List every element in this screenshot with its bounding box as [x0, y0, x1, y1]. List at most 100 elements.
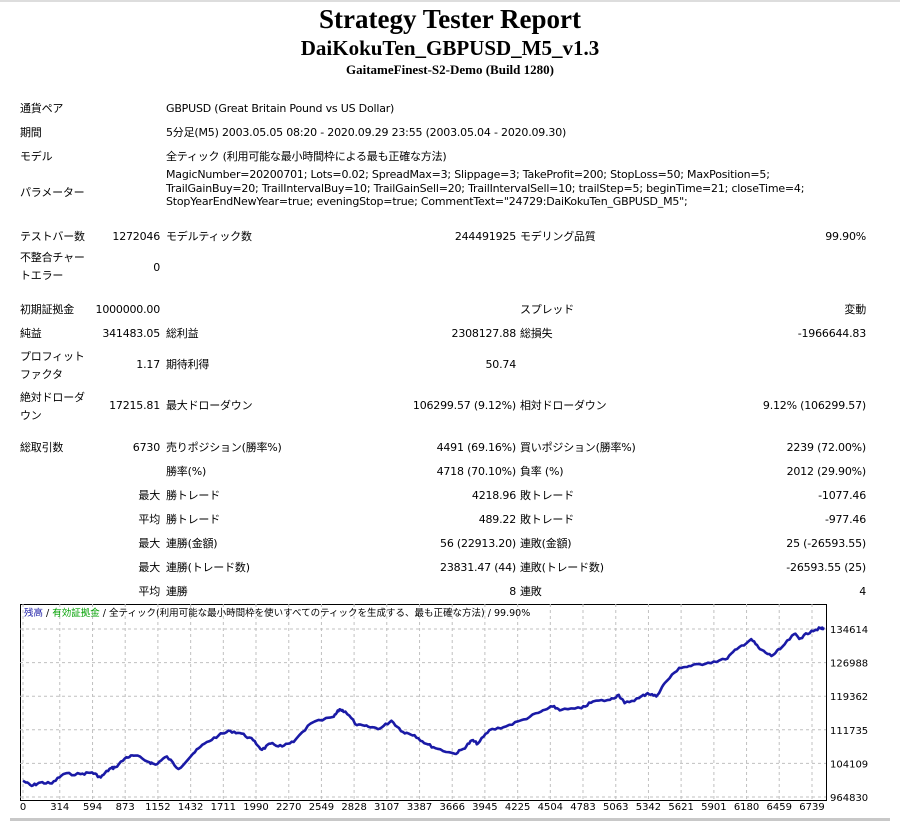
stat-value: -26593.55 (25)	[786, 561, 866, 574]
label-model: モデル	[20, 150, 53, 163]
bottom-scroll-strip	[10, 818, 890, 821]
label-period: 期間	[20, 126, 42, 139]
stat-value: 23831.47 (44)	[440, 561, 516, 574]
value-period: 5分足(M5) 2003.05.05 08:20 - 2020.09.29 23…	[166, 126, 567, 139]
x-tick-label: 2549	[309, 802, 334, 813]
x-tick-label: 6180	[734, 802, 759, 813]
x-tick-label: 3945	[472, 802, 497, 813]
stat-value: -1966644.83	[797, 327, 866, 340]
x-tick-label: 3107	[374, 802, 399, 813]
legend-quality: 99.90%	[494, 608, 530, 619]
stat-value: 8	[509, 585, 516, 598]
stat-value: 106299.57 (9.12%)	[412, 399, 516, 412]
y-tick-label: 1117356	[830, 726, 868, 737]
stat-label: 相対ドローダウン	[520, 399, 607, 412]
stat-label: 売りポジション(勝率%)	[166, 441, 282, 454]
x-tick-label: 3387	[407, 802, 432, 813]
x-tick-label: 4504	[538, 802, 563, 813]
value-currency-pair: GBPUSD (Great Britain Pound vs US Dollar…	[166, 102, 395, 115]
label-parameters: パラメーター	[20, 186, 85, 199]
x-tick-label: 6739	[799, 802, 824, 813]
top-border	[0, 0, 900, 2]
stat-value: 9.12% (106299.57)	[762, 399, 866, 412]
x-tick-label: 4225	[505, 802, 530, 813]
x-tick-label: 3666	[439, 802, 464, 813]
balance-chart: 964830 1041093 1117356 1193620 1269883 134614…	[20, 604, 868, 813]
stat-label: 純益	[20, 327, 42, 340]
stat-label: 期待利得	[166, 358, 210, 371]
stat-label: 勝トレード	[166, 513, 220, 526]
stat-value: 99.90%	[825, 230, 866, 243]
stat-value: 56 (22913.20)	[440, 537, 516, 550]
stat-label: 連敗(トレード数)	[520, 561, 604, 574]
stat-value: 341483.05	[102, 327, 160, 340]
x-tick-label: 1711	[211, 802, 236, 813]
x-tick-label: 1990	[243, 802, 268, 813]
balance-line	[22, 626, 825, 788]
stat-label: 初期証拠金	[20, 303, 74, 316]
stat-label: 連敗	[520, 585, 542, 598]
stat-value: 25 (-26593.55)	[786, 537, 866, 550]
x-tick-label: 594	[83, 802, 102, 813]
stat-value: 244491925	[454, 230, 516, 243]
stat-value: 平均	[138, 585, 160, 598]
stat-value: 17215.81	[109, 399, 160, 412]
stat-value: 2012 (29.90%)	[786, 465, 867, 478]
stat-label: 連勝(トレード数)	[166, 561, 250, 574]
stat-label: 買いポジション(勝率%)	[520, 441, 636, 454]
stat-value: 4718 (70.10%)	[436, 465, 517, 478]
legend-balance: 残高	[24, 607, 43, 619]
plot-frame	[20, 604, 827, 801]
stat-value: 平均	[138, 513, 160, 526]
label-currency-pair: 通貨ペア	[20, 102, 64, 115]
stat-value: 6730	[132, 441, 160, 454]
x-tick-label: 1432	[178, 802, 203, 813]
x-tick-label: 1152	[145, 802, 170, 813]
stat-value: 1272046	[112, 230, 160, 243]
expert-name: DaiKokuTen_GBPUSD_M5_v1.3	[300, 36, 600, 60]
stat-value: -977.46	[824, 513, 866, 526]
x-tick-label: 6459	[766, 802, 791, 813]
legend-equity: 有効証拠金	[52, 607, 100, 619]
x-tick-label: 5621	[668, 802, 693, 813]
stat-value: 4	[859, 585, 866, 598]
stat-value: 最大	[138, 537, 160, 550]
x-tick-label: 5063	[603, 802, 628, 813]
stat-label: プロフィットファクタ	[20, 350, 85, 381]
y-tick-label: 1346146	[830, 625, 868, 636]
chart-legend: 残高 / 有効証拠金 / 全ティック(利用可能な最小時間枠を使いすべてのティック…	[24, 607, 530, 619]
stat-label: 連勝(金額)	[166, 537, 218, 550]
stat-value: 0	[153, 261, 160, 274]
y-tick-label: 1269883	[830, 659, 868, 670]
stat-label: 総損失	[520, 327, 553, 340]
stat-label: 敗トレード	[520, 513, 574, 526]
stat-value: 1000000.00	[95, 303, 161, 316]
legend-model: 全ティック(利用可能な最小時間枠を使いすべてのティックを生成する、最も正確な方法…	[109, 607, 485, 619]
stat-label: 総取引数	[20, 441, 64, 454]
stat-value: 1.17	[136, 358, 160, 371]
stat-value: 489.22	[478, 513, 516, 526]
x-tick-label: 5342	[636, 802, 661, 813]
stat-label: 絶対ドローダウン	[20, 391, 85, 422]
legend-sep: /	[43, 608, 52, 619]
stat-value: 2308127.88	[451, 327, 517, 340]
value-parameters: MagicNumber=20200701; Lots=0.02; SpreadM…	[166, 168, 805, 208]
x-tick-label: 314	[50, 802, 69, 813]
y-tick-label: 964830	[830, 793, 868, 804]
stat-value: 最大	[138, 561, 160, 574]
stat-value: 2239 (72.00%)	[786, 441, 867, 454]
stat-label: 総利益	[166, 327, 199, 340]
legend-sep: /	[485, 608, 494, 619]
stat-value: 4218.96	[471, 489, 516, 502]
y-tick-label: 1041093	[830, 759, 868, 770]
stat-label: 不整合チャートエラー	[20, 251, 85, 282]
stat-label: モデリング品質	[520, 230, 596, 243]
stat-label: 最大ドローダウン	[166, 399, 253, 412]
stat-label: モデルティック数	[166, 230, 252, 243]
stat-label: テストバー数	[20, 230, 85, 243]
x-tick-label: 2828	[341, 802, 366, 813]
x-tick-label: 4783	[570, 802, 595, 813]
legend-sep: /	[100, 608, 109, 619]
stat-value: 50.74	[485, 358, 517, 371]
stat-value: 変動	[844, 303, 866, 316]
